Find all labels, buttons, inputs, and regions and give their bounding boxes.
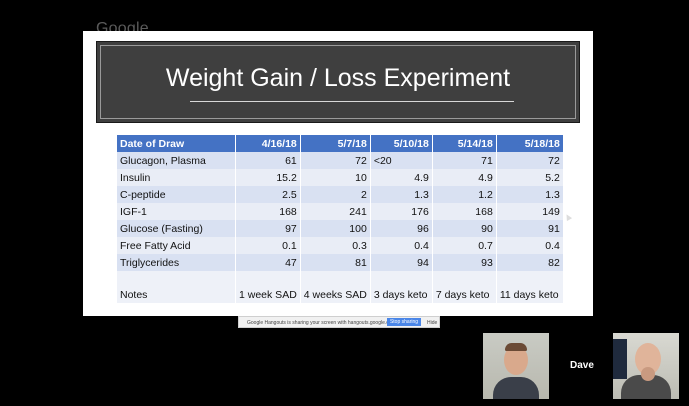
note-cell: 11 days keto bbox=[495, 271, 563, 303]
cell: 2.5 bbox=[235, 186, 301, 203]
cell: 81 bbox=[299, 254, 371, 271]
cell: 1.2 bbox=[431, 186, 497, 203]
header-cell: 4/16/18 bbox=[235, 135, 301, 152]
cell: 93 bbox=[431, 254, 497, 271]
cell: 82 bbox=[495, 254, 563, 271]
cell: 72 bbox=[495, 152, 563, 169]
note-cell: 3 days keto bbox=[369, 271, 433, 303]
participant-video-dave[interactable] bbox=[613, 333, 679, 399]
cell: 168 bbox=[431, 203, 497, 220]
cell: 1.3 bbox=[495, 186, 563, 203]
table-row: IGF-1 168 241 176 168 149 bbox=[117, 203, 563, 220]
cell: 100 bbox=[299, 220, 371, 237]
cell: 0.1 bbox=[235, 237, 301, 254]
lab-results-table: Date of Draw 4/16/18 5/7/18 5/10/18 5/14… bbox=[117, 135, 563, 303]
header-cell: 5/7/18 bbox=[299, 135, 371, 152]
cell: 47 bbox=[235, 254, 301, 271]
cell: 176 bbox=[369, 203, 433, 220]
row-label: Glucagon, Plasma bbox=[117, 152, 236, 169]
notes-row: Notes 1 week SAD 4 weeks SAD 3 days keto… bbox=[117, 271, 563, 303]
cell: 149 bbox=[495, 203, 563, 220]
cell: 72 bbox=[299, 152, 371, 169]
row-label: Insulin bbox=[117, 169, 236, 186]
cell: 15.2 bbox=[235, 169, 301, 186]
cell: 94 bbox=[369, 254, 433, 271]
header-cell: 5/14/18 bbox=[431, 135, 497, 152]
table-row: Triglycerides 47 81 94 93 82 bbox=[117, 254, 563, 271]
cell: 96 bbox=[369, 220, 433, 237]
screen-share-bar: Google Hangouts is sharing your screen w… bbox=[238, 316, 440, 328]
cell: 1.3 bbox=[369, 186, 433, 203]
row-label: Glucose (Fasting) bbox=[117, 220, 236, 237]
hide-button[interactable]: Hide bbox=[427, 320, 438, 326]
title-box: Weight Gain / Loss Experiment bbox=[96, 41, 580, 123]
cell: 0.4 bbox=[495, 237, 563, 254]
header-cell: 5/18/18 bbox=[495, 135, 563, 152]
row-label: IGF-1 bbox=[117, 203, 236, 220]
note-cell: 4 weeks SAD bbox=[299, 271, 371, 303]
cell: 71 bbox=[431, 152, 497, 169]
share-message: Google Hangouts is sharing your screen w… bbox=[247, 320, 396, 326]
participant-video-1[interactable] bbox=[483, 333, 549, 399]
header-cell: Date of Draw bbox=[117, 135, 236, 152]
table-row: Insulin 15.2 10 4.9 4.9 5.2 bbox=[117, 169, 563, 186]
cell: 61 bbox=[235, 152, 301, 169]
note-cell: 7 days keto bbox=[431, 271, 497, 303]
cell: 241 bbox=[299, 203, 371, 220]
shared-slide: Weight Gain / Loss Experiment Date of Dr… bbox=[83, 31, 593, 316]
table-row: Free Fatty Acid 0.1 0.3 0.4 0.7 0.4 bbox=[117, 237, 563, 254]
cell: 91 bbox=[495, 220, 563, 237]
cell: 90 bbox=[431, 220, 497, 237]
cell: 10 bbox=[299, 169, 371, 186]
row-label: Free Fatty Acid bbox=[117, 237, 236, 254]
table-header-row: Date of Draw 4/16/18 5/7/18 5/10/18 5/14… bbox=[117, 135, 563, 152]
cell: 168 bbox=[235, 203, 301, 220]
cell: 5.2 bbox=[495, 169, 563, 186]
stop-sharing-button[interactable]: Stop sharing bbox=[387, 318, 421, 326]
row-label: C-peptide bbox=[117, 186, 236, 203]
header-cell: 5/10/18 bbox=[369, 135, 433, 152]
cell: 2 bbox=[299, 186, 371, 203]
participant-name-label: Dave bbox=[570, 360, 594, 371]
slide-title: Weight Gain / Loss Experiment bbox=[165, 64, 511, 92]
table-row: C-peptide 2.5 2 1.3 1.2 1.3 bbox=[117, 186, 563, 203]
notes-label: Notes bbox=[117, 271, 236, 303]
cell: 0.3 bbox=[299, 237, 371, 254]
title-underline bbox=[190, 101, 514, 102]
table-row: Glucose (Fasting) 97 100 96 90 91 bbox=[117, 220, 563, 237]
cell: 0.4 bbox=[369, 237, 433, 254]
cell: 4.9 bbox=[431, 169, 497, 186]
cell: 4.9 bbox=[369, 169, 433, 186]
row-label: Triglycerides bbox=[117, 254, 236, 271]
table-row: Glucagon, Plasma 61 72 <20 71 72 bbox=[117, 152, 563, 169]
cell: 0.7 bbox=[431, 237, 497, 254]
cell: <20 bbox=[369, 152, 433, 169]
cell: 97 bbox=[235, 220, 301, 237]
note-cell: 1 week SAD bbox=[235, 271, 301, 303]
